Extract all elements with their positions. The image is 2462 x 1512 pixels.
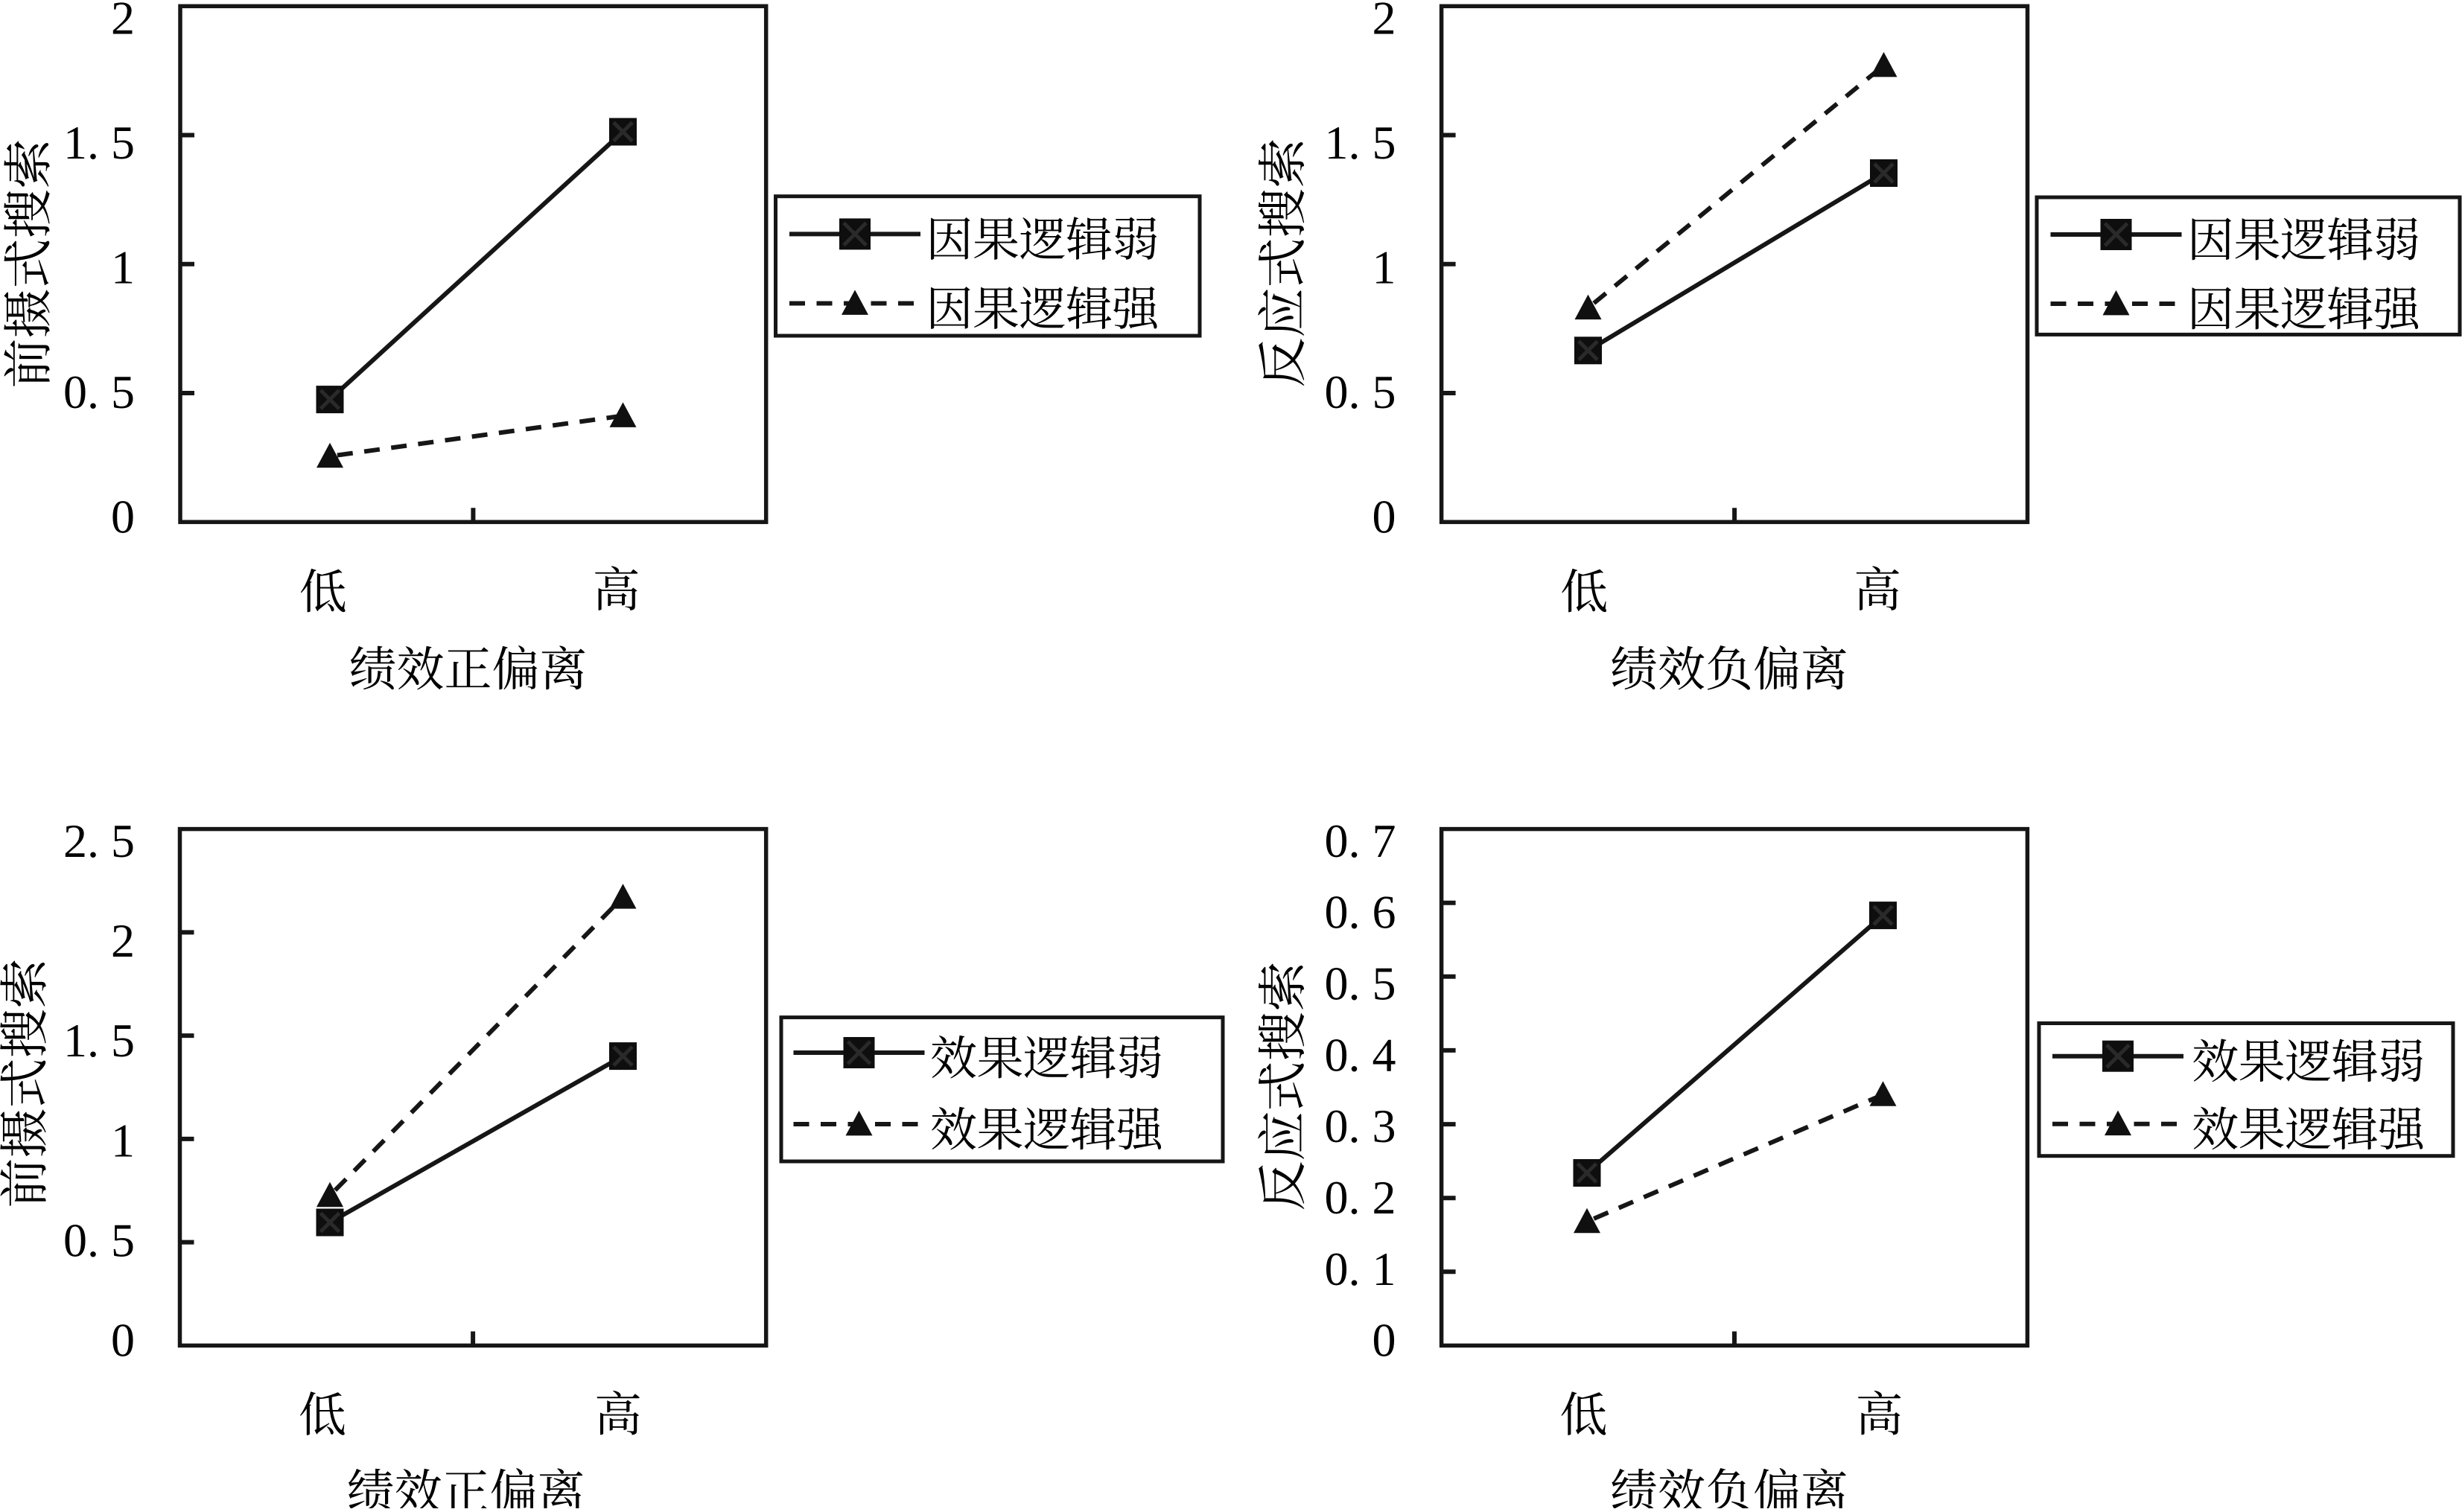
svg-text:0. 4: 0. 4 [1325, 1028, 1396, 1081]
svg-text:0: 0 [111, 1314, 135, 1367]
svg-text:1: 1 [1372, 241, 1396, 294]
svg-text:2. 5: 2. 5 [63, 814, 135, 867]
svg-text:2: 2 [111, 914, 135, 967]
svg-text:0. 1: 0. 1 [1325, 1243, 1396, 1295]
svg-text:1. 5: 1. 5 [1325, 116, 1396, 169]
svg-text:0: 0 [1372, 1314, 1396, 1367]
svg-text:0. 2: 0. 2 [1325, 1171, 1396, 1224]
svg-text:0. 5: 0. 5 [1325, 957, 1396, 1010]
svg-text:0. 7: 0. 7 [1325, 814, 1396, 867]
svg-text:0. 6: 0. 6 [1325, 886, 1396, 939]
svg-text:1. 5: 1. 5 [63, 116, 135, 169]
svg-text:2: 2 [1372, 0, 1396, 44]
svg-text:0: 0 [111, 491, 135, 543]
svg-text:0. 5: 0. 5 [63, 366, 135, 418]
svg-text:1: 1 [111, 1114, 135, 1167]
svg-text:2: 2 [111, 0, 135, 44]
svg-text:0: 0 [1372, 491, 1396, 543]
svg-text:0. 5: 0. 5 [63, 1214, 135, 1267]
svg-text:0. 3: 0. 3 [1325, 1100, 1396, 1152]
svg-text:1. 5: 1. 5 [63, 1014, 135, 1067]
svg-text:1: 1 [111, 241, 135, 294]
svg-text:0. 5: 0. 5 [1325, 366, 1396, 418]
